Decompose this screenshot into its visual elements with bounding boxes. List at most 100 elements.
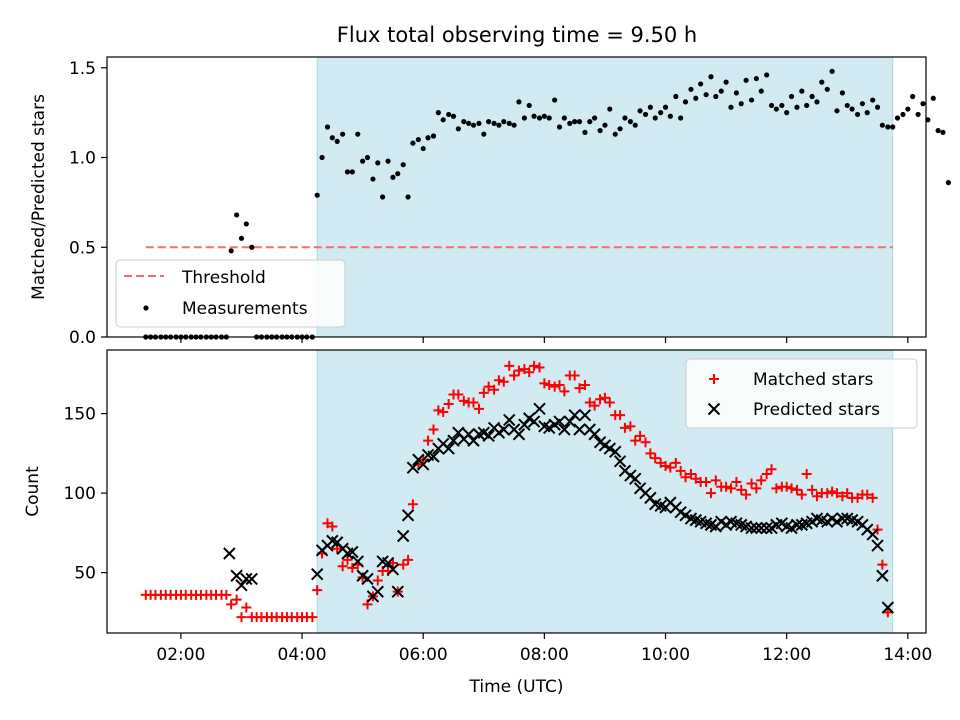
measurement-point	[819, 79, 825, 85]
matched-star-point	[710, 475, 721, 486]
matched-star-point	[665, 462, 676, 473]
top-axes-frame	[106, 56, 927, 338]
measurement-point	[758, 88, 764, 94]
matched-star-point	[498, 376, 509, 387]
matched-star-point	[615, 410, 626, 421]
measurement-point	[682, 99, 689, 105]
bottom-x-tick-label: 12:00	[762, 645, 811, 665]
measurement-point	[446, 111, 452, 118]
matched-star-point	[645, 448, 656, 459]
predicted-star-point	[609, 445, 622, 458]
predicted-star-point	[790, 518, 804, 532]
top-y-tick-label: 0.0	[69, 328, 96, 348]
measurement-point	[582, 129, 588, 135]
measurement-point	[879, 122, 885, 128]
measurement-point	[228, 248, 234, 254]
predicted-star-point	[871, 539, 884, 552]
predicted-star-point	[876, 569, 889, 582]
matched-star-point	[236, 612, 247, 623]
predicted-star-point	[310, 567, 324, 581]
top-y-tick-label: 1.0	[69, 149, 96, 169]
measurement-point	[839, 90, 846, 96]
measurement-point	[486, 119, 492, 125]
measurement-point	[718, 88, 724, 94]
matched-stars-points	[140, 360, 893, 623]
matched-star-point	[489, 384, 500, 395]
predicted-star-point	[745, 521, 758, 535]
measurement-point	[249, 244, 255, 250]
predicted-stars-points	[223, 402, 895, 614]
bottom-x-tick-label: 02:00	[156, 645, 205, 665]
matched-star-point	[660, 461, 671, 472]
measurement-point	[874, 104, 881, 110]
measurement-point	[622, 115, 628, 121]
matched-star-point	[751, 483, 762, 494]
measurement-point	[243, 221, 249, 227]
matched-star-point	[453, 389, 464, 400]
measurement-point	[536, 115, 543, 121]
matched-star-point	[831, 488, 842, 499]
predicted-star-point	[558, 423, 571, 436]
measurement-point	[708, 74, 714, 80]
bottom-y-axis-label: Count	[23, 466, 43, 517]
measurement-point	[764, 72, 770, 78]
matched-star-point	[534, 362, 545, 373]
measurement-point	[713, 93, 719, 100]
measurement-point	[935, 127, 941, 134]
measurement-point	[768, 102, 775, 109]
measurement-point	[597, 127, 603, 134]
measurement-point	[450, 113, 457, 119]
predicted-star-point	[462, 428, 475, 441]
measurement-point	[894, 115, 901, 121]
predicted-star-point	[417, 458, 430, 471]
measurement-point	[349, 169, 355, 175]
measurement-point	[340, 131, 346, 137]
measurement-point	[859, 101, 865, 107]
predicted-star-point	[836, 512, 849, 525]
measurement-point	[779, 102, 785, 109]
measurement-point	[556, 124, 563, 130]
predicted-star-point	[351, 555, 364, 568]
predicted-star-point	[235, 579, 248, 592]
measurement-point	[521, 115, 527, 121]
matched-star-point	[544, 379, 555, 390]
matched-star-point	[347, 562, 358, 573]
figure-title: Flux total observing time = 9.50 h	[337, 23, 697, 47]
matched-star-point	[529, 360, 540, 371]
matched-star-point	[226, 599, 237, 610]
measurement-point	[703, 92, 709, 98]
predicted-star-point	[240, 572, 253, 586]
bottom-legend: Matched stars Predicted stars	[685, 358, 918, 429]
bottom-axes-frame	[106, 349, 927, 634]
measurement-point	[870, 97, 876, 103]
matched-star-point	[559, 386, 570, 397]
measurement-point	[425, 135, 431, 141]
measurement-point	[602, 122, 608, 128]
measurement-point	[516, 99, 522, 105]
matched-star-point	[675, 465, 686, 476]
measurement-point	[501, 119, 507, 125]
matched-star-point	[599, 392, 610, 403]
matched-star-point	[524, 367, 535, 378]
predicted-star-point	[568, 408, 581, 422]
measurement-point	[375, 160, 381, 166]
matched-star-point	[539, 378, 550, 389]
measurement-point	[572, 119, 578, 125]
measurement-point	[693, 95, 699, 101]
matched-star-point	[509, 370, 520, 381]
measurement-point	[420, 145, 426, 152]
matched-star-point	[443, 399, 454, 410]
matched-star-point	[731, 476, 742, 487]
measurement-point	[844, 102, 850, 109]
measurement-point	[455, 126, 461, 132]
matched-star-point	[766, 464, 777, 475]
measurements-points	[143, 68, 952, 340]
matched-star-point	[231, 594, 242, 605]
matched-star-point	[478, 387, 489, 398]
bottom-y-tick-label: 100	[64, 484, 96, 504]
matched-star-point	[796, 489, 807, 500]
measurement-point	[637, 108, 643, 114]
matched-star-point	[756, 475, 767, 486]
bottom-x-tick-label: 10:00	[641, 645, 690, 665]
legend-measurements-label: Measurements	[182, 299, 308, 319]
